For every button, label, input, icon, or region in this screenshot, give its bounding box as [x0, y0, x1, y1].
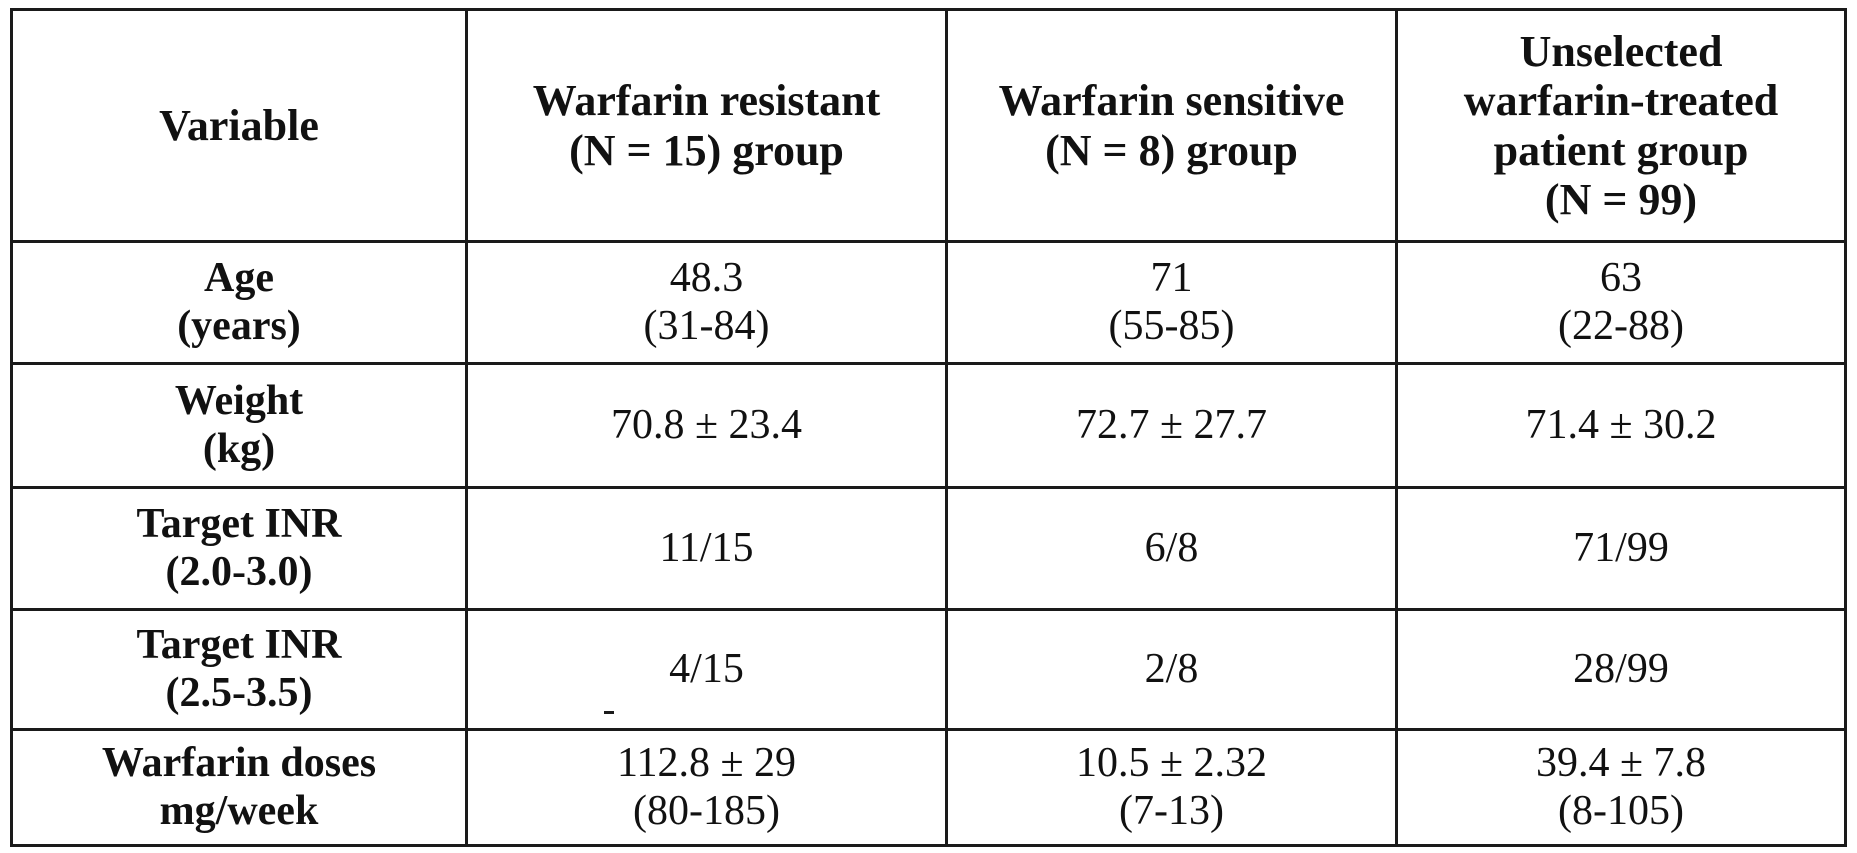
cell-unselected-weight: 71.4 ± 30.2: [1397, 364, 1846, 488]
cell-range: (55-85): [956, 303, 1387, 350]
row-label-target-inr-2-3: Target INR (2.0-3.0): [12, 488, 467, 610]
cell-unselected-doses: 39.4 ± 7.8 (8-105): [1397, 730, 1846, 846]
cell-unselected-inr-2-5-3-5: 28/99: [1397, 610, 1846, 730]
header-unselected-line-3: patient group: [1406, 126, 1836, 175]
cell-value: 10.5 ± 2.32: [956, 740, 1387, 787]
row-label-line: Age: [21, 255, 457, 302]
cell-resistant-age: 48.3 (31-84): [467, 242, 947, 364]
header-variable: Variable: [12, 10, 467, 242]
cell-sensitive-age: 71 (55-85): [947, 242, 1397, 364]
cell-value: 63: [1406, 255, 1836, 302]
cell-value: 28/99: [1406, 646, 1836, 693]
row-label-age: Age (years): [12, 242, 467, 364]
header-sensitive-line-1: Warfarin sensitive: [956, 76, 1387, 125]
cell-value: 4/15: [476, 646, 937, 693]
row-label-line: (years): [21, 303, 457, 350]
row-label-line: (kg): [21, 426, 457, 473]
header-sensitive: Warfarin sensitive (N = 8) group: [947, 10, 1397, 242]
cell-value: 39.4 ± 7.8: [1406, 740, 1836, 787]
cell-sensitive-doses: 10.5 ± 2.32 (7-13): [947, 730, 1397, 846]
cell-value: 71.4 ± 30.2: [1406, 402, 1836, 449]
header-variable-text: Variable: [21, 101, 457, 150]
warfarin-comparison-table: Variable Warfarin resistant (N = 15) gro…: [10, 8, 1847, 847]
cell-value: 112.8 ± 29: [476, 740, 937, 787]
cell-unselected-inr-2-3: 71/99: [1397, 488, 1846, 610]
cell-range: (8-105): [1406, 788, 1836, 835]
cell-unselected-age: 63 (22-88): [1397, 242, 1846, 364]
header-unselected: Unselected warfarin-treated patient grou…: [1397, 10, 1846, 242]
header-resistant-line-2: (N = 15) group: [476, 126, 937, 175]
cell-range: (22-88): [1406, 303, 1836, 350]
cell-resistant-inr-2-3: 11/15: [467, 488, 947, 610]
row-label-line: (2.0-3.0): [21, 549, 457, 596]
cell-resistant-weight: 70.8 ± 23.4: [467, 364, 947, 488]
cell-value: 2/8: [956, 646, 1387, 693]
row-label-line: Warfarin doses: [21, 740, 457, 787]
cell-value: 72.7 ± 27.7: [956, 402, 1387, 449]
header-row: Variable Warfarin resistant (N = 15) gro…: [12, 10, 1846, 242]
header-unselected-line-2: warfarin-treated: [1406, 76, 1836, 125]
cell-value: 70.8 ± 23.4: [476, 402, 937, 449]
row-label-warfarin-doses: Warfarin doses mg/week: [12, 730, 467, 846]
table-row-warfarin-doses: Warfarin doses mg/week 112.8 ± 29 (80-18…: [12, 730, 1846, 846]
row-label-line: mg/week: [21, 788, 457, 835]
table-row-age: Age (years) 48.3 (31-84) 71 (55-85) 63 (…: [12, 242, 1846, 364]
row-label-weight: Weight (kg): [12, 364, 467, 488]
cell-range: (7-13): [956, 788, 1387, 835]
row-label-line: Target INR: [21, 501, 457, 548]
cell-resistant-doses: 112.8 ± 29 (80-185): [467, 730, 947, 846]
row-label-line: (2.5-3.5): [21, 670, 457, 717]
header-sensitive-line-2: (N = 8) group: [956, 126, 1387, 175]
row-label-target-inr-2-5-3-5: Target INR (2.5-3.5): [12, 610, 467, 730]
header-unselected-line-1: Unselected: [1406, 27, 1836, 76]
cell-value: 48.3: [476, 255, 937, 302]
table-row-weight: Weight (kg) 70.8 ± 23.4 72.7 ± 27.7 71.4…: [12, 364, 1846, 488]
cell-range: (80-185): [476, 788, 937, 835]
table-row-target-inr-2-5-3-5: Target INR (2.5-3.5) 4/15 2/8 28/99: [12, 610, 1846, 730]
table-row-target-inr-2-3: Target INR (2.0-3.0) 11/15 6/8 71/99: [12, 488, 1846, 610]
cell-range: (31-84): [476, 303, 937, 350]
cell-resistant-inr-2-5-3-5: 4/15: [467, 610, 947, 730]
cell-value: 71: [956, 255, 1387, 302]
cell-value: 6/8: [956, 525, 1387, 572]
data-table-container: Variable Warfarin resistant (N = 15) gro…: [10, 8, 1844, 844]
stray-mark: [604, 711, 614, 714]
cell-sensitive-inr-2-3: 6/8: [947, 488, 1397, 610]
header-resistant: Warfarin resistant (N = 15) group: [467, 10, 947, 242]
cell-sensitive-inr-2-5-3-5: 2/8: [947, 610, 1397, 730]
cell-value: 71/99: [1406, 525, 1836, 572]
header-unselected-line-4: (N = 99): [1406, 175, 1836, 224]
cell-sensitive-weight: 72.7 ± 27.7: [947, 364, 1397, 488]
row-label-line: Weight: [21, 378, 457, 425]
cell-value: 11/15: [476, 525, 937, 572]
header-resistant-line-1: Warfarin resistant: [476, 76, 937, 125]
row-label-line: Target INR: [21, 622, 457, 669]
